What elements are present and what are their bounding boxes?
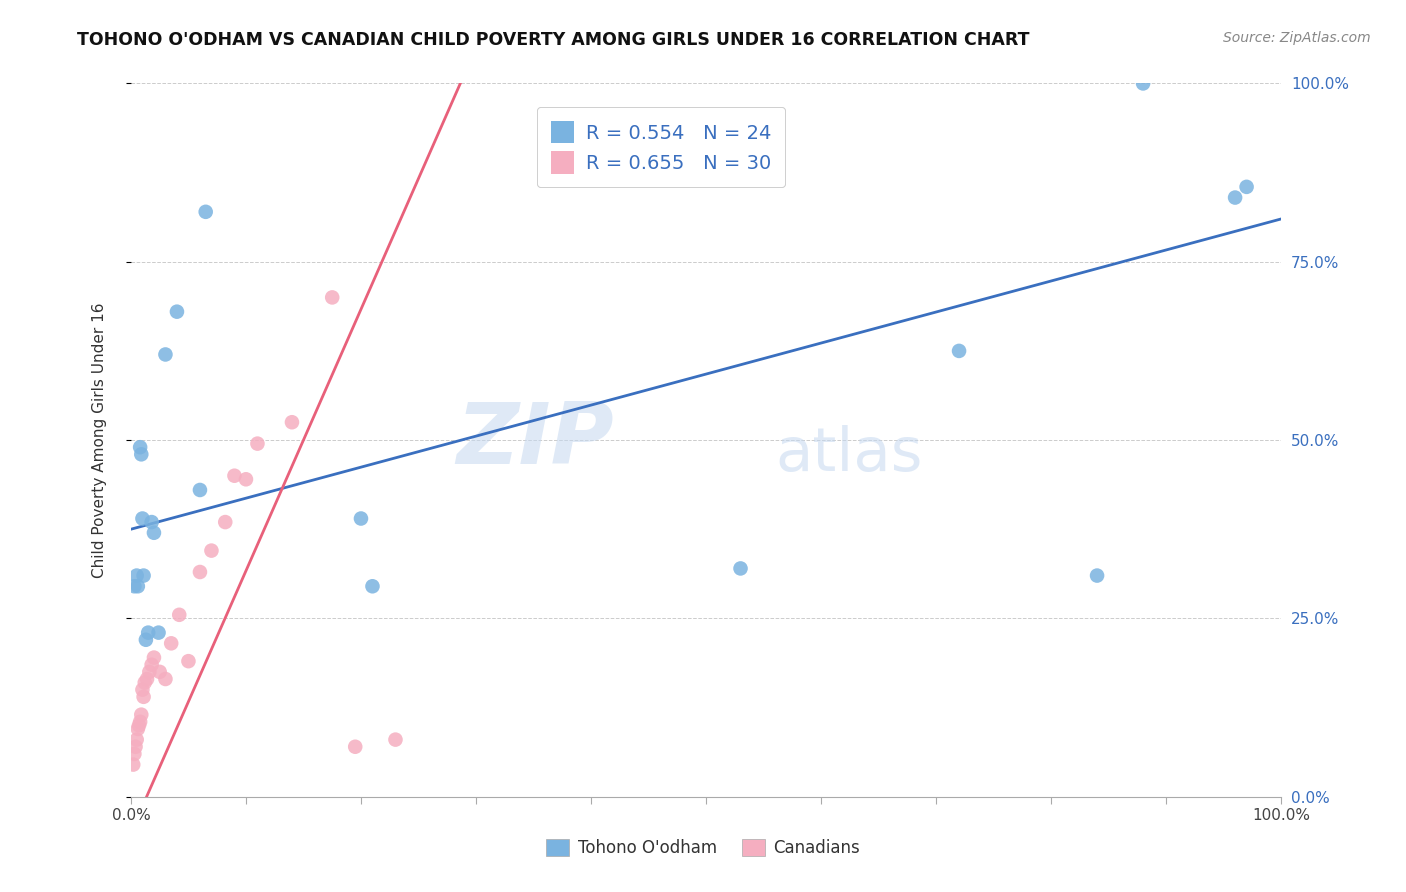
Point xyxy=(384,732,406,747)
Point xyxy=(132,690,155,704)
Point xyxy=(124,739,146,754)
Point xyxy=(188,565,211,579)
Point xyxy=(214,515,236,529)
Text: Source: ZipAtlas.com: Source: ZipAtlas.com xyxy=(1223,31,1371,45)
Legend: R = 0.554   N = 24, R = 0.655   N = 30: R = 0.554 N = 24, R = 0.655 N = 30 xyxy=(537,107,785,187)
Y-axis label: Child Poverty Among Girls Under 16: Child Poverty Among Girls Under 16 xyxy=(93,302,107,578)
Point xyxy=(281,415,304,429)
Point xyxy=(361,579,384,593)
Point xyxy=(167,607,190,622)
Point xyxy=(948,343,970,358)
Point xyxy=(1132,77,1154,91)
Point xyxy=(200,543,222,558)
Point xyxy=(129,447,152,461)
Point xyxy=(129,707,152,722)
Point xyxy=(122,757,145,772)
Point xyxy=(177,654,200,668)
Point xyxy=(141,515,163,529)
Point xyxy=(125,732,148,747)
Point xyxy=(127,722,149,736)
Point xyxy=(127,579,149,593)
Legend: Tohono O'odham, Canadians: Tohono O'odham, Canadians xyxy=(537,831,869,866)
Point xyxy=(125,568,148,582)
Point xyxy=(124,747,146,761)
Point xyxy=(131,682,153,697)
Point xyxy=(138,665,160,679)
Point xyxy=(134,675,156,690)
Point xyxy=(1085,568,1108,582)
Point xyxy=(148,625,170,640)
Point xyxy=(129,440,152,454)
Point xyxy=(135,632,157,647)
Point xyxy=(321,290,343,304)
Point xyxy=(142,525,165,540)
Point xyxy=(136,625,159,640)
Text: atlas: atlas xyxy=(775,425,922,483)
Point xyxy=(128,718,150,732)
Point xyxy=(141,657,163,672)
Point xyxy=(155,672,177,686)
Point xyxy=(155,347,177,361)
Point xyxy=(160,636,183,650)
Point xyxy=(131,511,153,525)
Point xyxy=(166,304,188,318)
Point xyxy=(350,511,373,525)
Point xyxy=(188,483,211,497)
Point xyxy=(235,472,257,486)
Point xyxy=(136,672,159,686)
Point xyxy=(1236,179,1258,194)
Point xyxy=(149,665,172,679)
Point xyxy=(224,468,246,483)
Point xyxy=(730,561,752,575)
Text: ZIP: ZIP xyxy=(457,399,614,482)
Point xyxy=(194,204,217,219)
Text: TOHONO O'ODHAM VS CANADIAN CHILD POVERTY AMONG GIRLS UNDER 16 CORRELATION CHART: TOHONO O'ODHAM VS CANADIAN CHILD POVERTY… xyxy=(77,31,1029,49)
Point xyxy=(132,568,155,582)
Point xyxy=(129,714,152,729)
Point xyxy=(344,739,367,754)
Point xyxy=(124,579,146,593)
Point xyxy=(1223,190,1246,204)
Point xyxy=(142,650,165,665)
Point xyxy=(246,436,269,450)
